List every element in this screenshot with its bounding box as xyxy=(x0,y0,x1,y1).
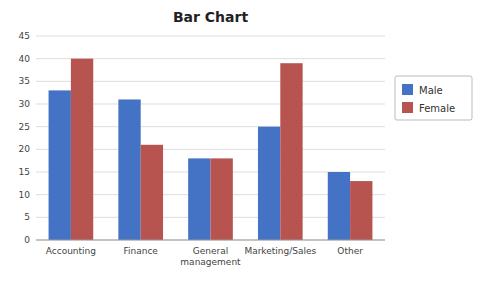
bar xyxy=(211,158,233,240)
legend-box xyxy=(395,76,472,120)
legend-label: Female xyxy=(419,103,455,114)
x-axis-line xyxy=(36,240,385,241)
legend-swatch xyxy=(402,84,413,95)
y-tick-label: 25 xyxy=(19,122,30,132)
grid-line xyxy=(36,240,385,241)
legend: Male Female xyxy=(395,76,472,120)
y-tick-label: 45 xyxy=(19,31,30,41)
x-tick-label: Marketing/Sales xyxy=(244,246,316,256)
y-tick-label: 30 xyxy=(19,99,31,109)
x-tick-label: Accounting xyxy=(46,246,96,256)
title: Bar Chart xyxy=(173,9,248,25)
bars xyxy=(49,59,373,240)
bar xyxy=(258,127,280,240)
bar xyxy=(188,158,210,240)
y-tick-label: 15 xyxy=(19,167,30,177)
x-tick-label-line: Accounting xyxy=(46,246,96,256)
legend-label: Male xyxy=(419,85,443,96)
legend-swatch xyxy=(402,102,413,113)
x-tick-label: Other xyxy=(337,246,363,256)
y-tick-label: 10 xyxy=(19,190,31,200)
grid-line xyxy=(36,36,385,37)
x-tick-label-line: General xyxy=(193,246,228,256)
y-tick-label: 35 xyxy=(19,76,30,86)
y-tick-label: 0 xyxy=(24,235,30,245)
bar xyxy=(328,172,350,240)
bar xyxy=(141,145,163,240)
y-grid xyxy=(36,36,385,240)
bar xyxy=(71,59,93,240)
x-tick-label: Generalmanagement xyxy=(180,246,241,267)
y-tick-label: 5 xyxy=(24,212,30,222)
x-tick-label-line: Finance xyxy=(123,246,158,256)
x-tick-label-line: Marketing/Sales xyxy=(244,246,316,256)
bar xyxy=(280,63,302,240)
bar xyxy=(350,181,372,240)
chart: 0 5 10 15 20 25 30 35 40 45 Accounting Finance Gener… xyxy=(0,0,480,288)
y-tick-label: 40 xyxy=(19,54,31,64)
y-tick-label: 20 xyxy=(19,144,31,154)
x-tick-label: Finance xyxy=(123,246,158,256)
x-tick-label-line: Other xyxy=(337,246,363,256)
x-tick-label-line: management xyxy=(180,257,241,267)
bar xyxy=(118,99,140,240)
bar xyxy=(49,90,71,240)
